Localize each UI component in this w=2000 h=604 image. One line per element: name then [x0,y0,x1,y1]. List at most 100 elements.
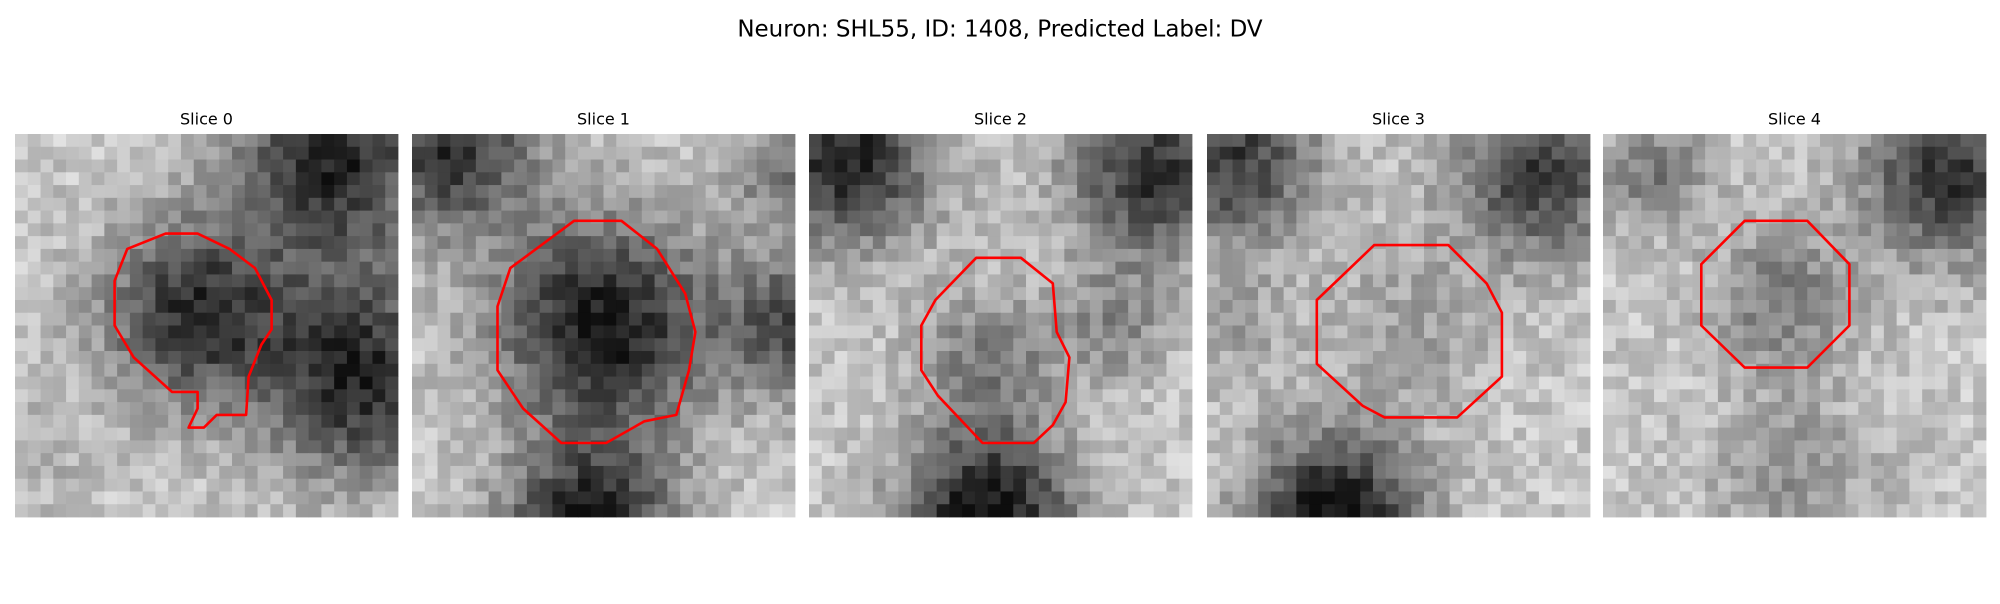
pixel [346,299,361,314]
pixel [1258,146,1272,160]
pixel [283,248,297,263]
pixel [1436,223,1450,237]
pixel [385,261,399,275]
pixel [1794,146,1808,160]
pixel [1934,491,1949,505]
pixel [104,223,118,237]
pixel [1334,440,1348,454]
pixel [1896,287,1910,301]
pixel [1858,491,1872,505]
pixel [270,248,284,263]
pixel [1258,491,1272,505]
pixel [565,274,579,288]
pixel [1296,376,1310,390]
pixel [705,453,719,467]
pixel [475,351,489,365]
pixel [1309,159,1323,173]
pixel [1794,261,1808,275]
pixel [1832,325,1846,339]
pixel [66,248,80,263]
pixel [1258,172,1272,186]
pixel [1166,389,1180,403]
pixel [1487,351,1502,365]
pixel [565,185,579,199]
pixel [885,274,899,288]
pixel [78,159,92,173]
pixel [53,146,67,160]
pixel [1360,389,1374,403]
pixel [1283,402,1297,416]
pixel [1947,453,1961,467]
pixel [1883,236,1898,250]
pixel [1026,465,1040,480]
pixel [1717,248,1732,263]
pixel [1219,338,1233,352]
pixel [1013,491,1027,505]
pixel [270,185,284,199]
pixel [1245,287,1259,301]
pixel [437,223,451,237]
pixel [616,299,630,314]
pixel [1258,312,1272,326]
pixel [219,363,233,377]
pixel [15,402,29,416]
pixel [1973,134,1987,148]
pixel [603,338,617,352]
pixel [590,172,604,186]
pixel [1922,363,1936,377]
pixel [1077,312,1091,326]
pixel [40,274,54,288]
pixel [974,491,989,505]
pixel [1475,134,1489,148]
pixel [412,376,426,390]
pixel [1883,478,1898,492]
pixel [359,248,373,263]
pixel [1832,338,1846,352]
pixel [1334,427,1348,441]
pixel [872,299,886,314]
pixel [359,465,373,480]
pixel [565,376,579,390]
pixel [40,389,54,403]
pixel [1692,236,1706,250]
pixel [1102,402,1116,416]
pixel [27,236,41,250]
pixel [1436,146,1450,160]
pixel [743,223,758,237]
pixel [450,223,464,237]
pixel [1026,274,1040,288]
pixel [872,236,886,250]
pixel [1768,223,1783,237]
pixel [1038,440,1052,454]
pixel [78,351,92,365]
pixel [385,185,399,199]
pixel [40,287,54,301]
pixel [1334,402,1348,416]
pixel [936,440,950,454]
pixel [1654,351,1668,365]
pixel [756,261,770,275]
pixel [193,236,207,250]
pixel [257,504,271,518]
pixel [91,427,105,441]
pixel [27,274,41,288]
pixel [1730,363,1744,377]
pixel [1219,159,1233,173]
pixel [590,248,604,263]
pixel [949,299,963,314]
pixel [680,338,694,352]
pixel [1321,223,1336,237]
pixel [526,389,541,403]
pixel [1947,338,1961,352]
pixel [1781,363,1795,377]
pixel [1909,312,1923,326]
pixel [270,159,284,173]
pixel [1013,427,1027,441]
pixel [1026,325,1040,339]
pixel [1153,491,1167,505]
pixel [321,427,335,441]
pixel [1258,363,1272,377]
pixel [1615,325,1629,339]
pixel [1934,172,1949,186]
pixel [450,185,464,199]
